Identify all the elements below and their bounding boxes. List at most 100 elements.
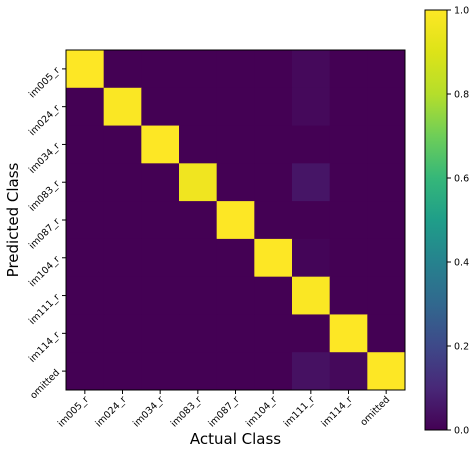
heatmap-cell — [216, 238, 255, 278]
heatmap-cell — [367, 163, 406, 202]
x-tick-label: im114_r — [319, 394, 354, 429]
heatmap-cell — [367, 201, 406, 240]
heatmap-cell — [66, 314, 105, 353]
heatmap-cell — [216, 276, 255, 315]
heatmap-cell — [141, 314, 180, 353]
heatmap-cell — [254, 352, 293, 391]
heatmap-cell — [141, 163, 180, 202]
heatmap-cell — [141, 50, 180, 89]
heatmap-cell — [216, 163, 255, 202]
colorbar-tick-label: 0.6 — [454, 174, 469, 185]
heatmap-cell — [292, 238, 331, 278]
heatmap-cell — [367, 352, 406, 391]
y-tick-label: im114_r — [27, 330, 62, 365]
heatmap-cell — [103, 352, 142, 391]
colorbar-tick-label: 0.2 — [454, 342, 469, 353]
colorbar-tick-label: 1.0 — [454, 6, 469, 17]
heatmap-cell — [329, 352, 368, 391]
x-axis-title: Actual Class — [190, 430, 281, 448]
heatmap-cell — [329, 163, 368, 202]
y-tick-label: im083_r — [27, 179, 62, 214]
heatmap-cell — [179, 50, 218, 89]
x-tick-label: im083_r — [169, 394, 204, 429]
heatmap-cell — [141, 352, 180, 391]
heatmap-cell — [103, 87, 142, 127]
heatmap-cell — [329, 238, 368, 278]
heatmap-cell — [292, 125, 331, 164]
heatmap-cell — [367, 314, 406, 353]
heatmap-cell — [292, 50, 331, 89]
heatmap-cell — [141, 276, 180, 315]
heatmap-cell — [141, 125, 180, 164]
heatmap-cell — [66, 87, 105, 127]
colorbar-tick-label: 0.8 — [454, 90, 469, 101]
heatmap-cell — [141, 201, 180, 240]
heatmap-cell — [254, 276, 293, 315]
heatmap-cell — [66, 163, 105, 202]
heatmap-cell — [179, 201, 218, 240]
heatmap-cell — [292, 314, 331, 353]
heatmap-cell — [66, 125, 105, 164]
heatmap-cell — [103, 201, 142, 240]
x-tick-label: im034_r — [131, 394, 166, 429]
heatmap-cell — [66, 276, 105, 315]
heatmap-cell — [216, 201, 255, 240]
heatmap-cell — [292, 201, 331, 240]
heatmap-cell — [254, 163, 293, 202]
y-tick-label: im104_r — [27, 254, 62, 289]
heatmap-cell — [367, 50, 406, 89]
heatmap-cell — [179, 238, 218, 278]
heatmap-cell — [329, 201, 368, 240]
x-tick-label: im104_r — [244, 394, 279, 429]
y-axis-title: Predicted Class — [4, 162, 22, 277]
heatmap-cell — [103, 163, 142, 202]
heatmap-cell — [103, 314, 142, 353]
heatmap-cell — [254, 238, 293, 278]
y-tick-label: im111_r — [27, 292, 62, 327]
heatmap-cell — [66, 238, 105, 278]
heatmap-cell — [254, 314, 293, 353]
x-tick-label: omitted — [358, 394, 392, 428]
heatmap-cell — [179, 314, 218, 353]
heatmap-cell — [66, 50, 105, 89]
heatmap-cell — [103, 276, 142, 315]
colorbar-gradient — [424, 9, 448, 431]
heatmap-cell — [179, 276, 218, 315]
x-tick-label: im087_r — [206, 394, 241, 429]
colorbar-tick-label: 0.4 — [454, 258, 469, 269]
heatmap-cell — [216, 87, 255, 127]
heatmap-cell — [367, 238, 406, 278]
y-tick-label: im034_r — [27, 141, 62, 176]
heatmap-cell — [179, 163, 218, 202]
heatmap-cell — [216, 314, 255, 353]
heatmap-cell — [292, 352, 331, 391]
x-tick-label: im111_r — [282, 394, 317, 429]
heatmap-cell — [216, 50, 255, 89]
heatmap-cell — [103, 50, 142, 89]
x-tick-label: im024_r — [93, 394, 128, 429]
heatmap-cell — [66, 352, 105, 391]
heatmap-cell — [367, 125, 406, 164]
heatmap-cell — [329, 87, 368, 127]
x-tick-label: im005_r — [56, 394, 91, 429]
colorbar — [424, 9, 448, 431]
heatmap-cell — [292, 87, 331, 127]
heatmap-cell — [254, 125, 293, 164]
heatmap-cell — [216, 125, 255, 164]
heatmap-cell — [103, 125, 142, 164]
x-axis-ticks: im005_r im024_r im034_r im083_r im087_r im104… — [56, 390, 392, 429]
y-tick-label: im005_r — [27, 65, 62, 100]
heatmap — [65, 49, 406, 391]
y-tick-label: im024_r — [27, 103, 62, 138]
heatmap-cell — [367, 87, 406, 127]
heatmap-cell — [254, 50, 293, 89]
y-tick-label: omitted — [28, 367, 62, 401]
heatmap-cell — [103, 238, 142, 278]
heatmap-cell — [179, 352, 218, 391]
heatmap-cell — [367, 276, 406, 315]
heatmap-cell — [254, 87, 293, 127]
y-axis-ticks: im005_rim024_rim034_rim083_rim087_rim104… — [27, 65, 66, 401]
heatmap-cell — [179, 87, 218, 127]
heatmap-cell — [292, 163, 331, 202]
